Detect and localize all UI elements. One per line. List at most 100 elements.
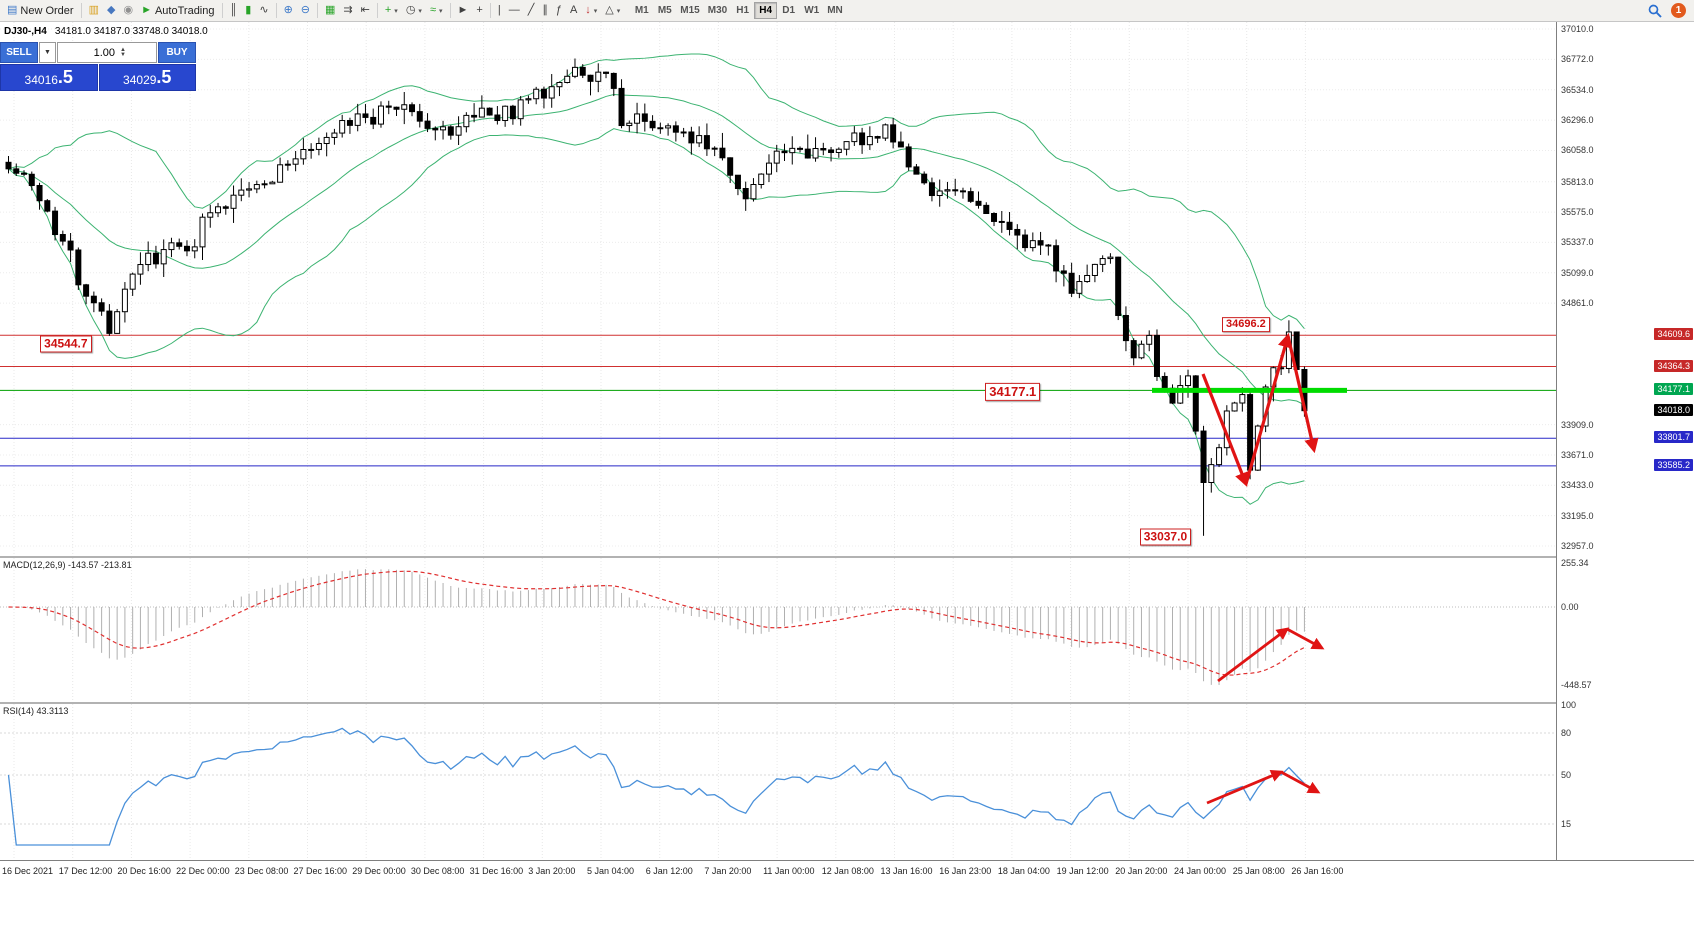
macd-tick: -448.57 [1561, 679, 1592, 690]
arrows-icon[interactable]: ↓ ▾ [581, 1, 601, 20]
metaeditor-icon[interactable]: ◆ [103, 1, 119, 20]
autotrading-icon: ► [141, 4, 152, 16]
options-icon[interactable]: ◉ [119, 1, 137, 20]
auto-scroll-icon[interactable]: ⇉ [339, 1, 356, 20]
timeframe-d1[interactable]: D1 [777, 2, 800, 19]
rsi-tick: 100 [1561, 700, 1577, 710]
new-order-icon: ▤ [7, 4, 18, 16]
shapes-icon[interactable]: △ ▾ [601, 1, 624, 20]
macd-panel[interactable]: MACD(12,26,9) -143.57 -213.81 [0, 558, 1556, 702]
time-label: 11 Jan 00:00 [763, 866, 815, 876]
rsi-panel[interactable]: RSI(14) 43.3113 [0, 704, 1556, 860]
cursor-icon[interactable]: ► [454, 1, 473, 20]
time-label: 23 Dec 08:00 [234, 866, 289, 876]
fibonacci-icon[interactable]: ƒ [552, 1, 566, 20]
timeframe-m1[interactable]: M1 [630, 2, 653, 19]
price-tick: 36058.0 [1561, 145, 1594, 156]
sell-button[interactable]: SELL [0, 42, 38, 63]
time-axis[interactable]: 16 Dec 2021 17 Dec 12:00 20 Dec 16:00 22 De… [0, 860, 1694, 882]
horizontal-line-icon[interactable]: — [505, 1, 524, 20]
rsi-tick: 15 [1561, 819, 1572, 829]
stepper-up-icon[interactable]: ▲ [120, 46, 126, 53]
price-tick: 34861.0 [1561, 298, 1594, 309]
price-annotation[interactable]: 34696.2 [1221, 316, 1270, 333]
price-level-chip: 34018.0 [1654, 403, 1693, 416]
horizontal-line-icon: — [508, 4, 520, 16]
timeframe-h4[interactable]: H4 [754, 2, 778, 19]
timeframe-mn[interactable]: MN [823, 2, 847, 19]
price-annotation[interactable]: 34177.1 [985, 382, 1041, 401]
volume-stepper[interactable]: ▲ ▼ [118, 43, 128, 62]
volume-field: ▲▼ [57, 42, 157, 63]
vertical-gridlines [13, 22, 1306, 556]
timeframe-h1[interactable]: H1 [731, 2, 754, 19]
line-chart-icon[interactable]: ∿ [255, 1, 272, 20]
macd-tick: 255.34 [1561, 557, 1589, 568]
panel-separator[interactable] [0, 556, 1694, 558]
auto-scroll-icon: ⇉ [343, 4, 353, 16]
dropdown-arrow-icon: ▾ [593, 7, 598, 15]
volume-input[interactable] [58, 43, 118, 62]
price-tick: 33671.0 [1561, 449, 1594, 460]
candlestick-chart-icon[interactable]: ▮ [241, 1, 255, 20]
zoom-out-icon[interactable]: ⊖ [297, 1, 314, 20]
time-label: 13 Jan 16:00 [880, 866, 933, 876]
text-icon[interactable]: A [566, 1, 581, 20]
vertical-line-icon: | [497, 4, 501, 16]
sell-price-frac: .5 [57, 67, 73, 87]
channel-icon[interactable]: ∥ [538, 1, 552, 20]
price-axis[interactable]: 37010.0 36772.0 36534.0 36296.0 36058.0 35813… [1556, 22, 1694, 860]
chart-shift-icon[interactable]: ⇤ [357, 1, 374, 20]
bar-chart-icon[interactable]: ║ [226, 1, 242, 20]
ohlc-values: 34181.0 34187.0 33748.0 34018.0 [54, 26, 208, 37]
time-label: 5 Jan 04:00 [587, 866, 635, 876]
horizontal-gridlines [0, 28, 1556, 547]
trendline-icon[interactable]: ╱ [524, 1, 539, 20]
time-label: 16 Dec 2021 [2, 866, 54, 876]
toolbar-right: 1 [1646, 2, 1691, 20]
time-label: 20 Jan 20:00 [1115, 866, 1168, 876]
panel-separator[interactable] [0, 702, 1694, 704]
autotrading-button[interactable]: ► AutoTrading [137, 1, 218, 20]
zoom-in-icon[interactable]: ⊕ [280, 1, 297, 20]
crosshair-icon[interactable]: + [472, 1, 486, 20]
trend-arrows [1217, 627, 1325, 683]
price-chart-panel[interactable]: DJ30-,H4 34181.0 34187.0 33748.0 34018.0… [0, 22, 1556, 556]
buy-price-button[interactable]: 34029.5 [98, 64, 196, 91]
buy-price-frac: .5 [156, 67, 172, 87]
macd-label: MACD(12,26,9) -143.57 -213.81 [3, 560, 132, 570]
buy-button[interactable]: BUY [158, 42, 196, 63]
price-annotation[interactable]: 34544.7 [40, 335, 92, 353]
trend-arrows [1206, 769, 1321, 805]
channel-icon: ∥ [542, 4, 548, 16]
tile-windows-icon[interactable]: ▦ [321, 1, 339, 20]
chart-shift-icon: ⇤ [360, 4, 370, 16]
timeframe-m15[interactable]: M15 [676, 2, 703, 19]
timeframe-w1[interactable]: W1 [800, 2, 823, 19]
new-chart-icon[interactable]: + ▾ [381, 1, 402, 20]
timeframe-m30[interactable]: M30 [704, 2, 731, 19]
indicators-icon[interactable]: ≈ ▾ [426, 1, 447, 20]
price-annotation[interactable]: 33037.0 [1139, 528, 1192, 546]
notification-badge[interactable]: 1 [1671, 3, 1686, 18]
time-label: 30 Dec 08:00 [410, 866, 465, 876]
price-tick: 36534.0 [1561, 84, 1594, 95]
stepper-down-icon[interactable]: ▼ [120, 51, 126, 58]
timeframe-m5[interactable]: M5 [653, 2, 676, 19]
macd-chart-canvas[interactable] [0, 558, 1556, 702]
price-level-chip: 33585.2 [1654, 458, 1693, 471]
vertical-line-icon[interactable]: | [494, 1, 505, 20]
toolbar-separator [80, 3, 82, 18]
rsi-chart-canvas[interactable] [0, 704, 1556, 860]
order-type-dropdown[interactable]: ▼ [39, 42, 56, 63]
vertical-gridlines [13, 558, 1306, 702]
search-icon[interactable] [1646, 2, 1664, 20]
sell-price-button[interactable]: 34016.5 [0, 64, 98, 91]
profiles-icon[interactable]: ▥ [85, 1, 103, 20]
new-order-button[interactable]: ▤ New Order [3, 1, 78, 20]
period-icon[interactable]: ◷ ▾ [402, 1, 426, 20]
dropdown-arrow-icon: ▾ [616, 7, 621, 15]
candlestick-chart-canvas[interactable] [0, 22, 1556, 556]
trend-arrows [1201, 332, 1319, 487]
